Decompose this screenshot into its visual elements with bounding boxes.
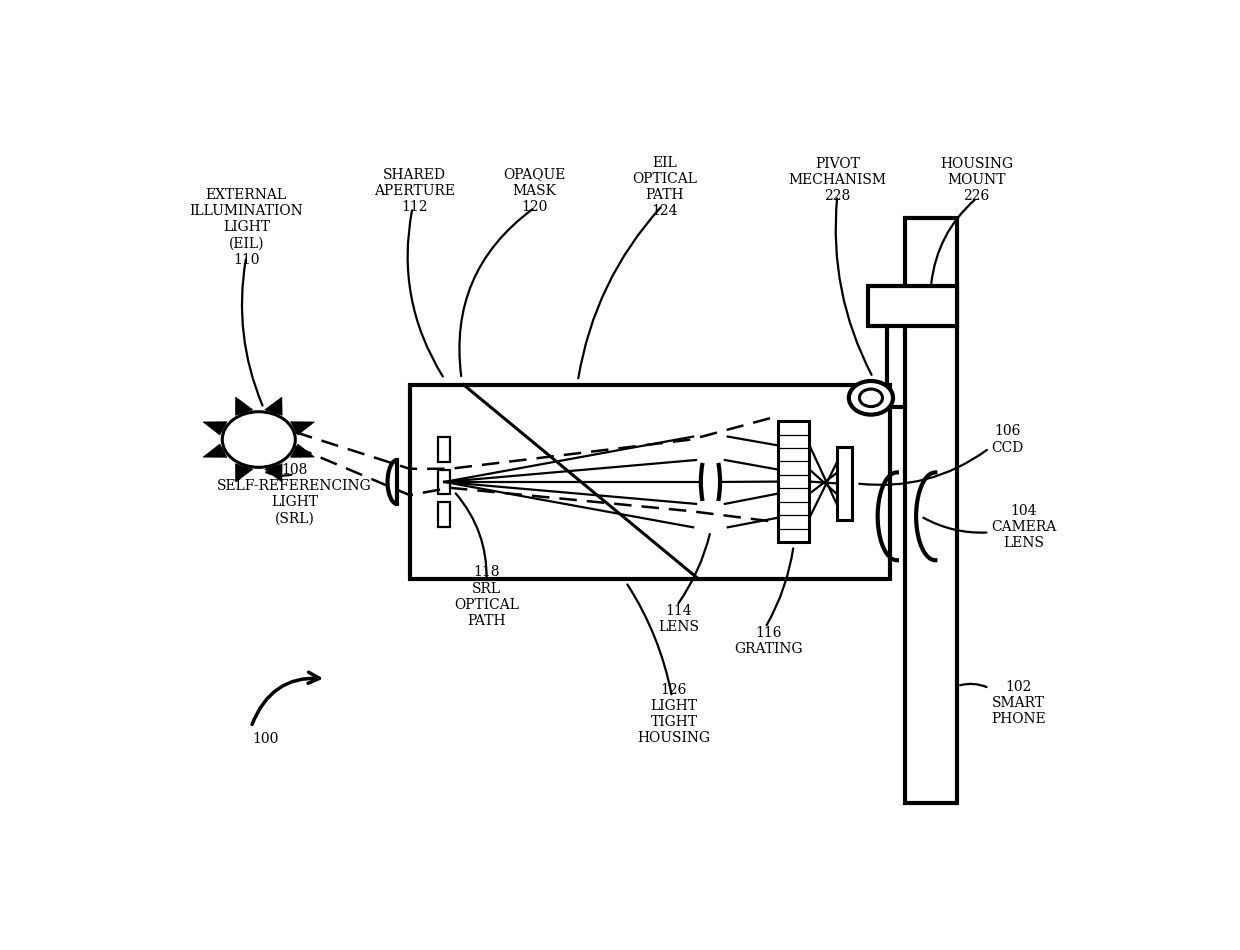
Bar <box>837 446 852 520</box>
Polygon shape <box>290 444 315 457</box>
Bar <box>868 286 957 326</box>
Text: 100: 100 <box>252 732 279 747</box>
Polygon shape <box>265 464 283 482</box>
Text: EXTERNAL
ILLUMINATION
LIGHT
(EIL)
110: EXTERNAL ILLUMINATION LIGHT (EIL) 110 <box>190 188 303 267</box>
Text: 106
CCD: 106 CCD <box>991 425 1023 455</box>
Bar <box>777 421 810 542</box>
Text: 116
GRATING: 116 GRATING <box>734 626 802 656</box>
Bar <box>439 469 450 494</box>
Text: 108
SELF-REFERENCING
LIGHT
(SRL): 108 SELF-REFERENCING LIGHT (SRL) <box>217 463 372 525</box>
Text: SHARED
APERTURE
112: SHARED APERTURE 112 <box>374 167 455 214</box>
Text: HOUSING
MOUNT
226: HOUSING MOUNT 226 <box>940 157 1013 203</box>
Polygon shape <box>236 464 253 482</box>
Polygon shape <box>203 422 227 435</box>
Text: 118
SRL
OPTICAL
PATH: 118 SRL OPTICAL PATH <box>454 565 520 628</box>
Polygon shape <box>203 444 227 457</box>
Text: EIL
OPTICAL
PATH
124: EIL OPTICAL PATH 124 <box>632 156 697 218</box>
Polygon shape <box>265 397 283 415</box>
Text: OPAQUE
MASK
120: OPAQUE MASK 120 <box>503 167 565 214</box>
Polygon shape <box>290 422 315 435</box>
Text: PIVOT
MECHANISM
228: PIVOT MECHANISM 228 <box>789 157 887 203</box>
Circle shape <box>859 390 883 407</box>
Circle shape <box>849 381 893 414</box>
Polygon shape <box>236 397 253 415</box>
Bar <box>905 218 957 803</box>
Circle shape <box>222 411 295 467</box>
Text: 104
CAMERA
LENS: 104 CAMERA LENS <box>991 504 1056 550</box>
Text: 114
LENS: 114 LENS <box>658 603 699 634</box>
Bar <box>439 437 450 463</box>
Text: 126
LIGHT
TIGHT
HOUSING: 126 LIGHT TIGHT HOUSING <box>637 682 711 745</box>
Bar <box>409 385 890 579</box>
Text: 102
SMART
PHONE: 102 SMART PHONE <box>991 679 1045 726</box>
Bar <box>439 502 450 526</box>
